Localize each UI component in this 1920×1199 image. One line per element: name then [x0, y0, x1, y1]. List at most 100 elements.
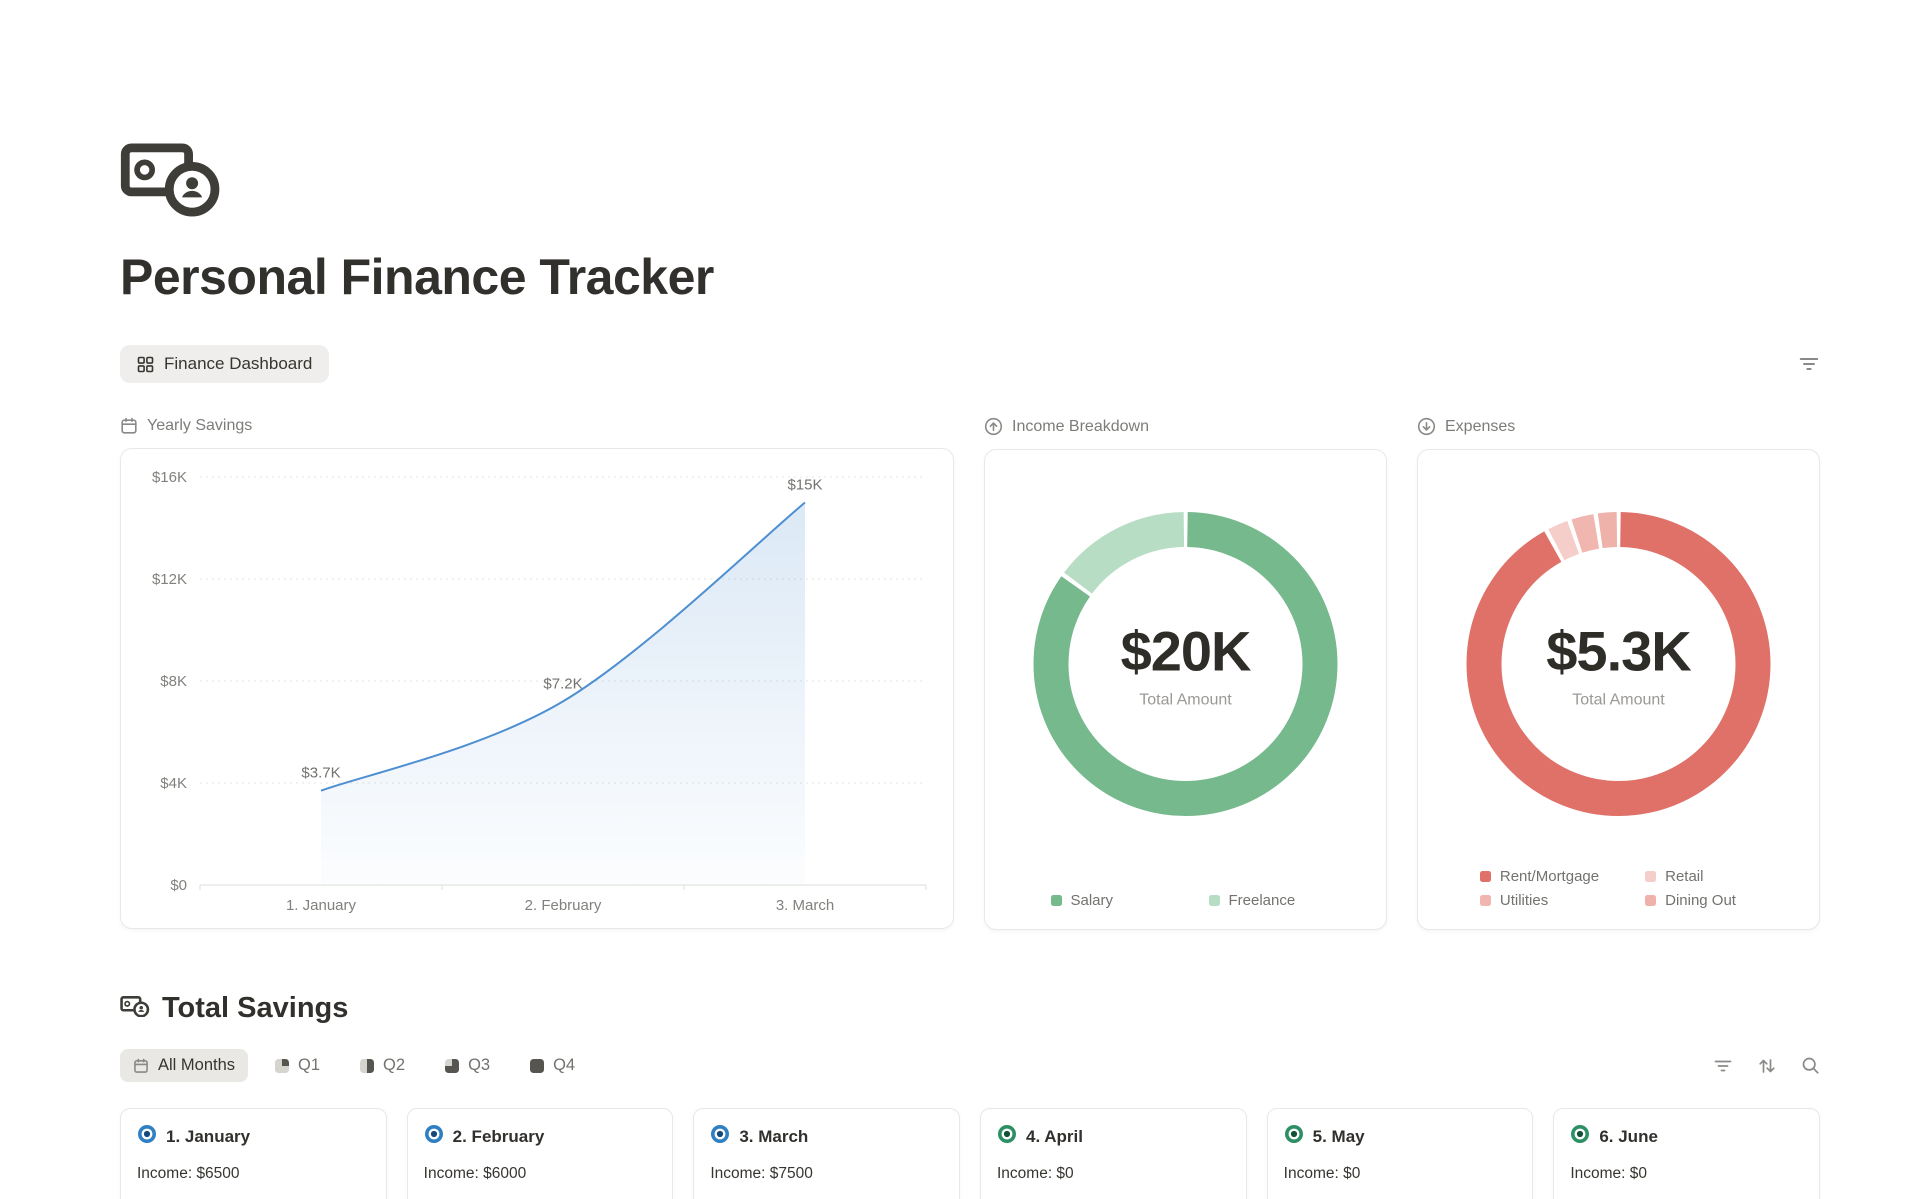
tab-label: Q4	[553, 1056, 576, 1075]
month-cards-grid: 1. January Income: $6500 2. February Income…	[120, 1108, 1820, 1199]
toolbar-icons	[1713, 1056, 1820, 1076]
legend-swatch	[1645, 871, 1657, 883]
legend-item-freelance: Freelance	[1208, 892, 1321, 910]
svg-text:$8K: $8K	[160, 673, 187, 690]
money-coin-icon[interactable]	[120, 140, 222, 217]
calendar-icon	[120, 417, 138, 435]
chart-title-label: Expenses	[1445, 417, 1516, 435]
legend-swatch	[1050, 895, 1062, 907]
income-donut	[1033, 512, 1338, 817]
chart-title-label: Income Breakdown	[1012, 417, 1149, 435]
month-card-income: Income: $6000	[423, 1165, 527, 1183]
month-card[interactable]: 3. March Income: $7500	[693, 1108, 960, 1199]
month-card-title: 4. April	[1025, 1126, 1083, 1146]
income-legend: Salary Freelance	[1009, 892, 1362, 909]
chart-card-title: Yearly Savings	[120, 417, 954, 435]
legend-item-retail: Retail	[1645, 868, 1757, 885]
filter-icon[interactable]	[1798, 353, 1820, 375]
legend-item-rent-mortgage: Rent/Mortgage	[1479, 868, 1600, 886]
tab-q1[interactable]: Q1	[262, 1049, 333, 1082]
svg-text:$7.2K: $7.2K	[543, 676, 582, 693]
month-card-income: Income: $6500	[137, 1165, 240, 1183]
month-filter-tabs: All Months Q1 Q2 Q3 Q4	[120, 1049, 588, 1083]
status-dot-icon	[137, 1124, 157, 1149]
month-card-header: 1. January	[137, 1124, 370, 1149]
tab-label: All Months	[158, 1056, 236, 1075]
legend-label: Salary	[1070, 892, 1114, 910]
legend-item-salary: Salary	[1050, 892, 1163, 910]
status-dot-icon	[997, 1124, 1017, 1149]
page-title[interactable]: Personal Finance Tracker	[120, 249, 714, 306]
tab-finance-dashboard[interactable]: Finance Dashboard	[120, 345, 330, 384]
month-card[interactable]: 6. June Income: $0	[1553, 1108, 1820, 1199]
legend-swatch	[1645, 895, 1657, 907]
grid-icon	[137, 356, 154, 373]
legend-label: Utilities	[1499, 892, 1549, 910]
month-card-header: 3. March	[710, 1124, 943, 1149]
tab-all-months[interactable]: All Months	[120, 1049, 249, 1083]
quarter-2-icon	[360, 1058, 375, 1073]
total-savings-title: Total Savings	[162, 992, 349, 1025]
search-icon[interactable]	[1801, 1056, 1820, 1075]
tab-q2[interactable]: Q2	[347, 1049, 418, 1082]
month-card-title: 3. March	[739, 1126, 809, 1146]
tab-label: Q2	[383, 1056, 406, 1075]
expenses-donut-card: $5.3K Total Amount Rent/Mortgage Retail Ut…	[1417, 449, 1820, 931]
svg-text:3. March: 3. March	[776, 897, 834, 914]
month-card-income: Income: $7500	[710, 1165, 813, 1183]
month-card-income: Income: $0	[996, 1165, 1074, 1183]
legend-swatch	[1479, 871, 1491, 883]
legend-label: Dining Out	[1665, 892, 1736, 910]
svg-text:$12K: $12K	[152, 571, 187, 588]
finance-tracker-page: Personal Finance Tracker Finance Dashboa…	[0, 140, 1920, 1199]
legend-item-utilities: Utilities	[1479, 892, 1599, 910]
savings-toolbar: All Months Q1 Q2 Q3 Q4	[120, 1049, 1820, 1083]
svg-text:$0: $0	[170, 877, 187, 894]
month-card-header: 2. February	[424, 1124, 657, 1149]
charts-row: Yearly Savings $0 $4K $8K $12K $16K 1. Januar…	[120, 417, 1820, 931]
circle-arrow-down-icon	[1417, 417, 1436, 436]
month-card-header: 4. April	[997, 1124, 1230, 1149]
legend-swatch	[1208, 895, 1220, 907]
svg-text:$15K: $15K	[787, 477, 822, 494]
legend-swatch	[1479, 895, 1491, 907]
expenses-legend: Rent/Mortgage Retail Utilities Dining Out	[1442, 868, 1795, 909]
status-dot-icon	[1570, 1124, 1590, 1149]
month-card[interactable]: 4. April Income: $0	[979, 1108, 1247, 1199]
month-card-income: Income: $0	[1283, 1165, 1361, 1183]
tab-q3[interactable]: Q3	[432, 1049, 503, 1082]
month-card-title: 2. February	[452, 1126, 545, 1146]
month-card-title: 1. January	[166, 1126, 251, 1146]
view-bar: Finance Dashboard	[120, 345, 1820, 384]
tab-label: Q3	[468, 1056, 491, 1075]
chart-card-title: Expenses	[1417, 417, 1820, 436]
legend-label: Freelance	[1228, 892, 1296, 910]
filter-icon[interactable]	[1713, 1056, 1733, 1076]
expenses-chart: Expenses $5.3K Total Amount Rent/Mortgag…	[1417, 417, 1820, 931]
month-card[interactable]: 2. February Income: $6000	[406, 1108, 674, 1199]
income-breakdown-chart: Income Breakdown $20K Total Amount Salar…	[984, 417, 1387, 931]
month-card[interactable]: 5. May Income: $0	[1266, 1108, 1534, 1199]
legend-item-dining-out: Dining Out	[1645, 892, 1757, 909]
yearly-savings-chart: Yearly Savings $0 $4K $8K $12K $16K 1. Januar…	[120, 417, 954, 930]
line-chart-card: $0 $4K $8K $12K $16K 1. January 2. February 3. …	[120, 448, 954, 930]
month-card-title: 6. June	[1599, 1126, 1658, 1146]
expenses-donut	[1466, 512, 1771, 817]
legend-label: Retail	[1665, 868, 1704, 886]
sort-icon[interactable]	[1757, 1056, 1777, 1076]
total-savings-heading: Total Savings	[120, 992, 1820, 1025]
month-card[interactable]: 1. January Income: $6500	[120, 1108, 387, 1199]
status-dot-icon	[424, 1124, 444, 1149]
svg-text:$16K: $16K	[152, 469, 187, 486]
tab-label: Q1	[298, 1056, 321, 1075]
month-card-header: 5. May	[1284, 1124, 1517, 1149]
status-dot-icon	[1284, 1124, 1304, 1149]
legend-label: Rent/Mortgage	[1499, 868, 1600, 886]
quarter-4-icon	[530, 1058, 545, 1073]
quarter-3-icon	[445, 1058, 460, 1073]
tab-q4[interactable]: Q4	[517, 1049, 588, 1082]
month-card-header: 6. June	[1570, 1124, 1803, 1149]
svg-text:2. February: 2. February	[525, 897, 602, 914]
chart-card-title: Income Breakdown	[984, 417, 1387, 436]
svg-text:$4K: $4K	[160, 775, 187, 792]
